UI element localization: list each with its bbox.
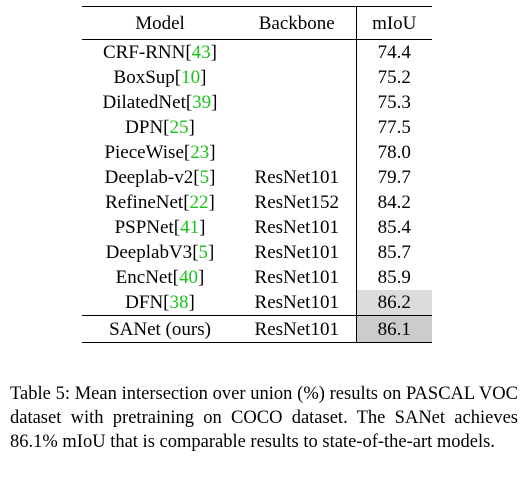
table-row: DPN[25] 77.5 [82, 115, 432, 140]
table-row: DeeplabV3[5] ResNet101 85.7 [82, 240, 432, 265]
cell-model: PieceWise[23] [104, 142, 216, 163]
ours-model: SANet (ours) [82, 315, 238, 343]
model-name: Deeplab-v2 [104, 167, 194, 188]
table-row: PSPNet[41] ResNet101 85.4 [82, 215, 432, 240]
citation-link[interactable]: 39 [192, 92, 212, 113]
citation-link[interactable]: 40 [178, 267, 198, 288]
cell-backbone: ResNet152 [254, 192, 339, 213]
citation-link[interactable]: 41 [180, 217, 200, 238]
table-caption: Table 5: Mean intersection over union (%… [10, 384, 518, 452]
ours-miou: 86.1 [355, 315, 432, 343]
table-row: EncNet[40] ResNet101 85.9 [82, 265, 432, 290]
cell-backbone: ResNet101 [254, 242, 339, 263]
cell-backbone [238, 115, 356, 140]
cell-model: DFN[38] [82, 290, 238, 316]
model-name: PieceWise [104, 142, 184, 163]
cell-backbone [238, 40, 356, 66]
cell-model: RefineNet[22] [105, 192, 215, 213]
results-table-container: Model Backbone mIoU CRF-RNN[43] 74.4 BoxSu… [82, 6, 432, 343]
model-name: DFN [125, 292, 164, 313]
table-row: DFN[38] ResNet101 86.2 [82, 290, 432, 316]
results-table: Model Backbone mIoU CRF-RNN[43] 74.4 BoxSu… [82, 6, 432, 343]
cell-model: PSPNet[41] [114, 217, 206, 238]
table-row: CRF-RNN[43] 74.4 [82, 39, 432, 66]
table-row: PieceWise[23] 78.0 [82, 140, 432, 165]
cell-backbone [238, 65, 356, 90]
cell-miou: 77.5 [355, 115, 432, 140]
table-row-ours: SANet (ours) ResNet101 86.1 [82, 315, 432, 343]
table-header-row: Model Backbone mIoU [82, 6, 432, 40]
cell-backbone [238, 90, 356, 115]
cell-model: CRF-RNN[43] [102, 42, 217, 63]
citation-link[interactable]: 10 [181, 67, 201, 88]
table-row: DilatedNet[39] 75.3 [82, 90, 432, 115]
cell-backbone [238, 140, 356, 165]
citation-link[interactable]: 22 [189, 192, 209, 213]
cell-model: DPN[25] [125, 117, 195, 138]
model-name: BoxSup [113, 67, 175, 88]
cell-miou: 75.3 [355, 90, 432, 115]
ours-backbone: ResNet101 [238, 315, 356, 343]
cell-miou: 78.0 [355, 140, 432, 165]
cell-miou: 86.2 [355, 290, 432, 316]
table-row: BoxSup[10] 75.2 [82, 65, 432, 90]
header-miou: mIoU [355, 6, 432, 40]
citation-link[interactable]: 43 [191, 42, 211, 63]
cell-model: DeeplabV3[5] [105, 242, 215, 263]
cell-miou: 85.4 [355, 215, 432, 240]
table-body: CRF-RNN[43] 74.4 BoxSup[10] 75.2 DilatedNet[… [82, 39, 432, 316]
cell-model: EncNet[40] [115, 267, 205, 288]
model-name: EncNet [115, 267, 173, 288]
cell-miou: 75.2 [355, 65, 432, 90]
cell-miou: 74.4 [355, 39, 432, 65]
header-backbone: Backbone [238, 6, 356, 40]
table-row: RefineNet[22] ResNet152 84.2 [82, 190, 432, 215]
cell-miou: 84.2 [355, 190, 432, 215]
cell-miou: 79.7 [355, 165, 432, 190]
cell-backbone: ResNet101 [238, 290, 356, 316]
table-row: Deeplab-v2[5] ResNet101 79.7 [82, 165, 432, 190]
citation-link[interactable]: 25 [169, 117, 189, 138]
cell-model: DilatedNet[39] [102, 92, 218, 113]
citation-link[interactable]: 5 [199, 167, 210, 188]
header-model: Model [82, 6, 238, 40]
model-name: PSPNet [114, 217, 174, 238]
citation-link[interactable]: 23 [190, 142, 210, 163]
model-name: DeeplabV3 [105, 242, 193, 263]
model-name: DilatedNet [102, 92, 186, 113]
citation-link[interactable]: 38 [169, 292, 189, 313]
cell-backbone: ResNet101 [254, 167, 339, 188]
cell-miou: 85.9 [355, 265, 432, 290]
cell-miou: 85.7 [355, 240, 432, 265]
cell-backbone: ResNet101 [254, 267, 339, 288]
cell-model: Deeplab-v2[5] [104, 167, 216, 188]
model-name: RefineNet [105, 192, 184, 213]
cell-model: BoxSup[10] [113, 67, 207, 88]
cell-backbone: ResNet101 [254, 217, 339, 238]
model-name: CRF-RNN [102, 42, 186, 63]
model-name: DPN [125, 117, 164, 138]
citation-link[interactable]: 5 [198, 242, 209, 263]
